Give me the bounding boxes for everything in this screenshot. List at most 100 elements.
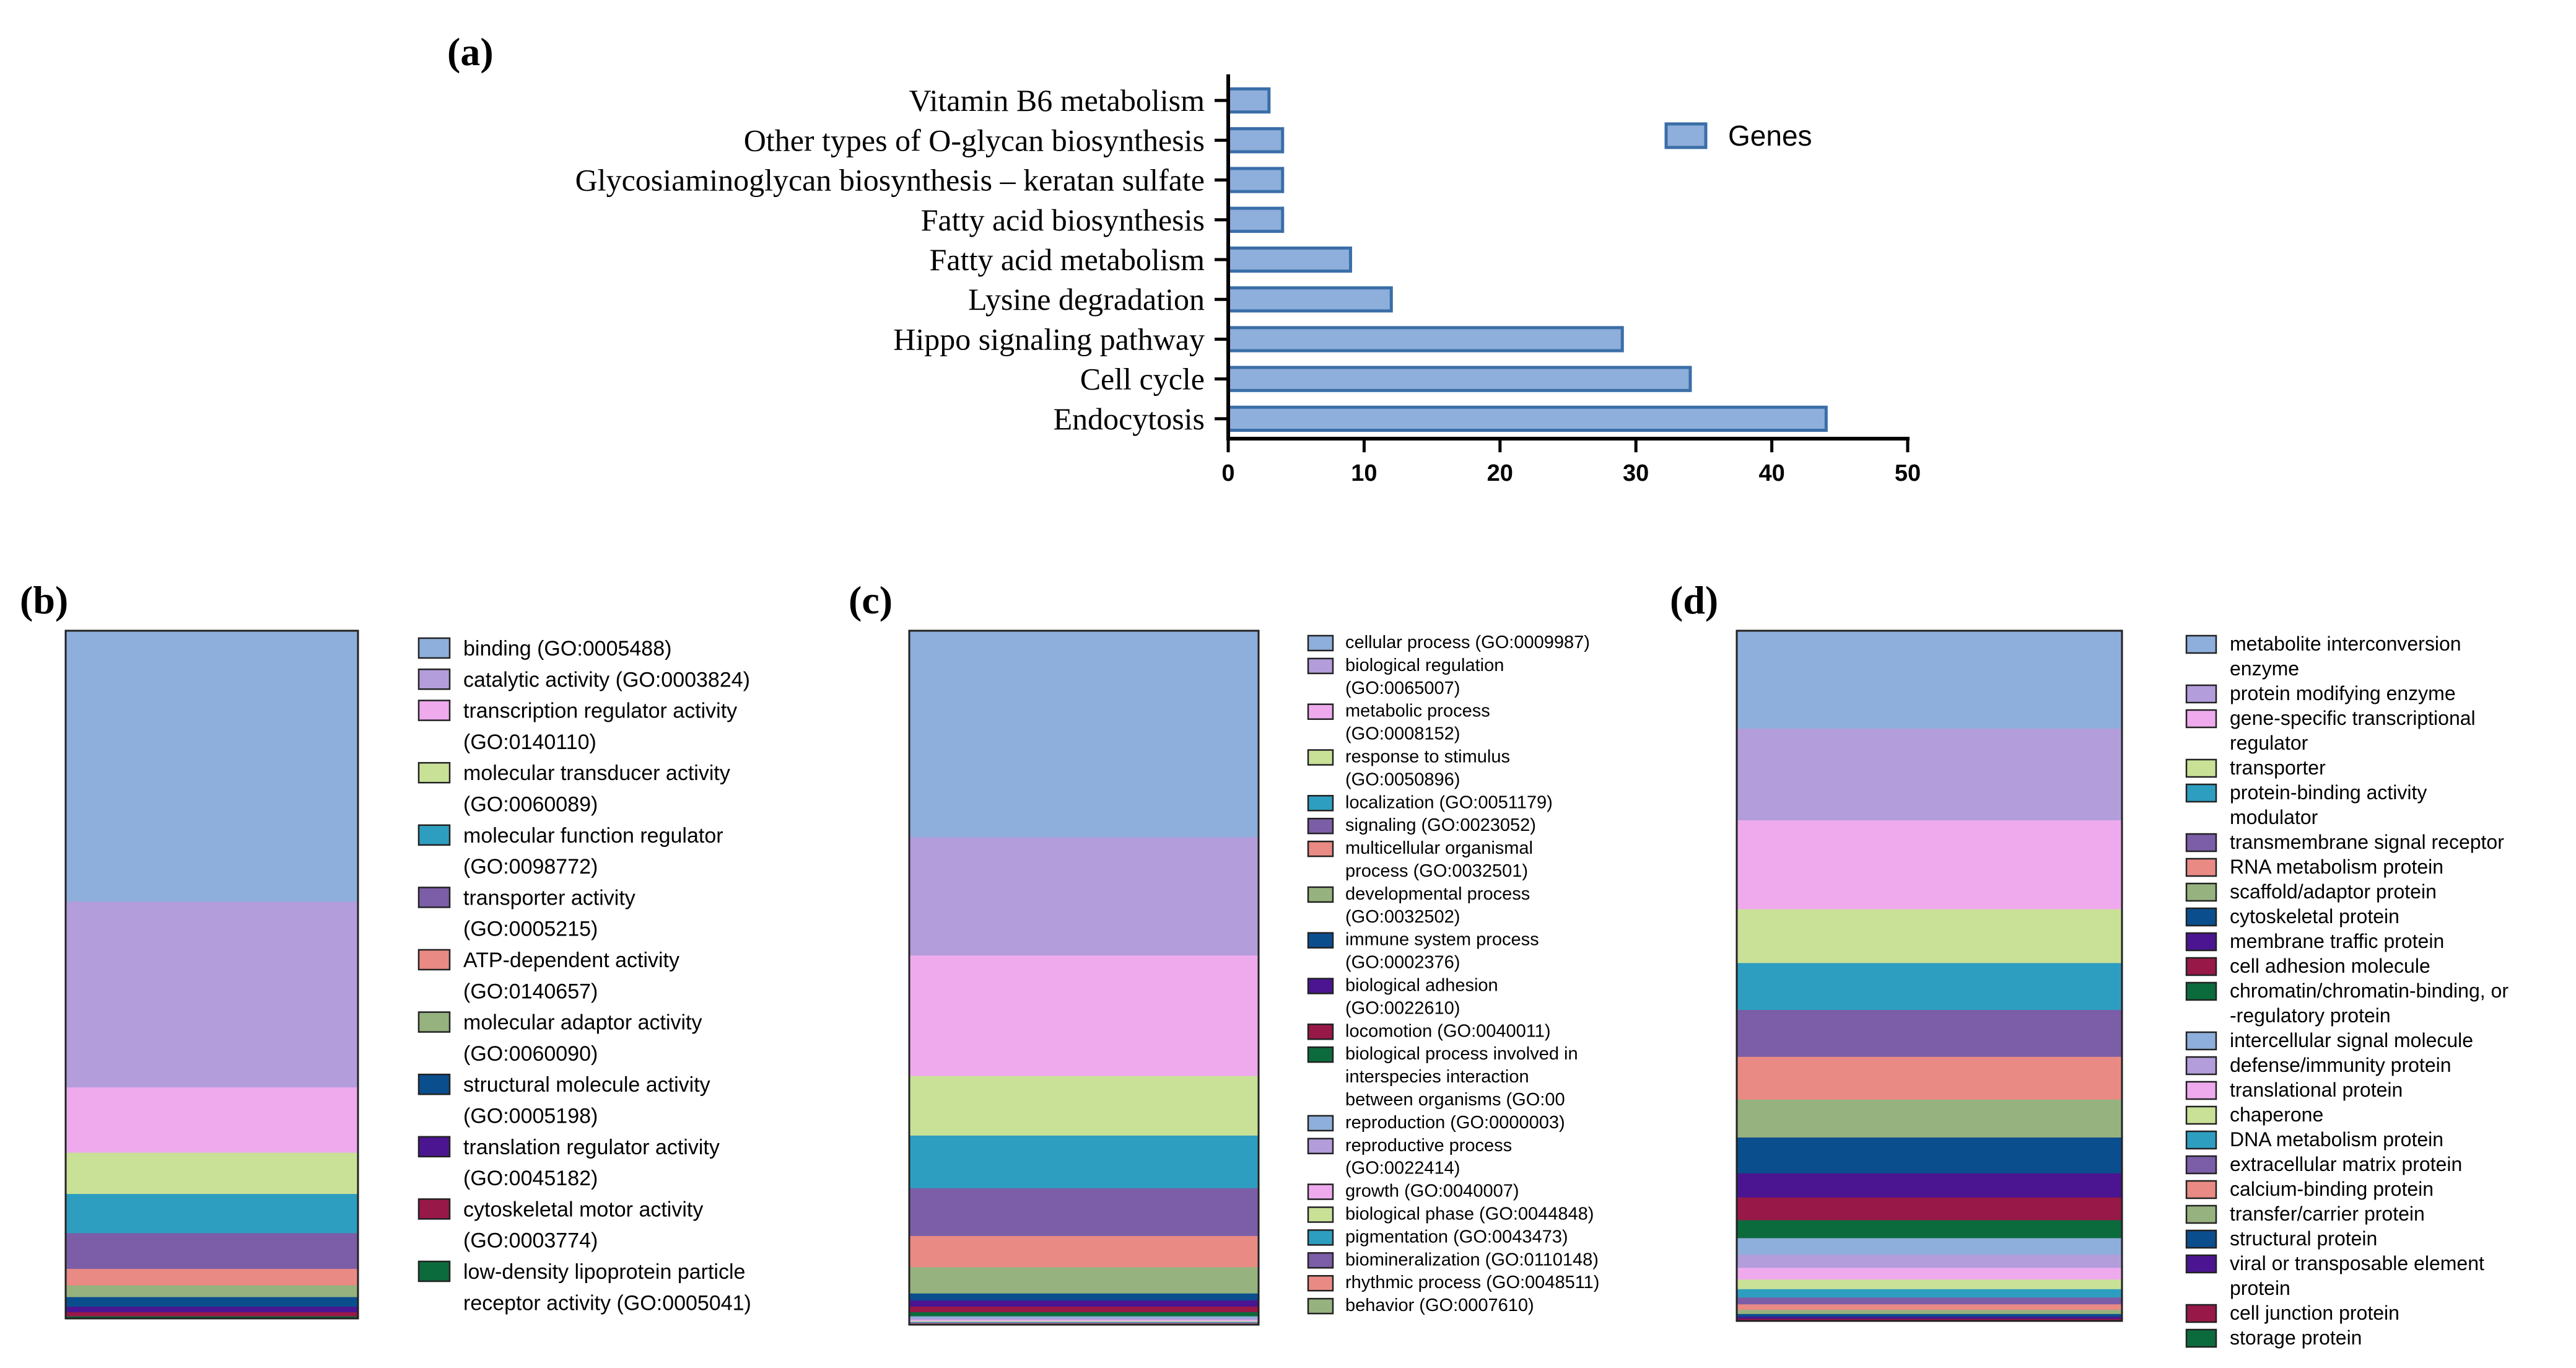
legend-label: (GO:0140110)	[463, 730, 596, 754]
legend-swatch	[2185, 857, 2217, 877]
panel-label-c: (c)	[849, 578, 893, 622]
x-tick-label: 30	[1623, 460, 1649, 486]
stack-segment	[66, 1194, 358, 1234]
legend-swatch	[2185, 907, 2217, 927]
stack-segment	[909, 1318, 1259, 1320]
legend-label: pigmentation (GO:0043473)	[1345, 1227, 1568, 1247]
stack-segment	[1737, 909, 2122, 964]
legend-label: transfer/carrier protein	[2230, 1203, 2425, 1225]
legend-swatch	[2185, 833, 2217, 853]
legend-label: metabolic process	[1345, 701, 1490, 721]
legend-label: catalytic activity (GO:0003824)	[463, 668, 750, 691]
stack-segment	[1737, 1297, 2122, 1305]
stack-segment	[909, 1293, 1259, 1301]
legend-label: chromatin/chromatin-binding, or	[2230, 980, 2508, 1002]
legend-label: (GO:0050896)	[1345, 770, 1460, 789]
legend-label: scaffold/adaptor protein	[2230, 880, 2437, 903]
x-tick-label: 50	[1895, 460, 1921, 486]
stacked-bar-protein-class: metabolite interconversionenzymeprotein …	[1736, 629, 2508, 1349]
legend-label: (GO:0005215)	[463, 918, 598, 941]
stack-segment	[1737, 1220, 2122, 1239]
legend-label: translational protein	[2230, 1079, 2403, 1101]
legend-label: storage protein	[2230, 1326, 2362, 1349]
legend-label: reproductive process	[1345, 1136, 1512, 1155]
legend-label: (GO:0005198)	[463, 1105, 598, 1128]
legend-swatch	[1307, 1252, 1334, 1269]
stack-segment	[1737, 1238, 2122, 1255]
stack-segment	[66, 1285, 358, 1298]
stack-segment	[66, 1307, 358, 1313]
legend-label: translation regulator activity	[463, 1136, 720, 1159]
legend-label: biological regulation	[1345, 656, 1504, 675]
legend-swatch	[2185, 1254, 2217, 1274]
legend-label: protein modifying enzyme	[2230, 682, 2456, 704]
legend-label: localization (GO:0051179)	[1345, 792, 1553, 812]
legend-label: protein-binding activity	[2230, 781, 2427, 804]
panel-label-d: (d)	[1670, 578, 1718, 622]
stack-segment	[1737, 729, 2122, 821]
stack-segment	[909, 837, 1259, 956]
legend-label: viral or transposable element	[2230, 1252, 2484, 1274]
legend-label: (GO:0060090)	[463, 1042, 598, 1066]
stack-segment	[1737, 1313, 2122, 1317]
legend-swatch	[2185, 634, 2217, 654]
stack-segment	[66, 631, 358, 902]
category-label: Cell cycle	[1080, 362, 1205, 397]
category-label: Endocytosis	[1054, 401, 1205, 436]
stack-segment	[909, 955, 1259, 1077]
legend-label: immune system process	[1345, 930, 1539, 950]
legend-swatch	[417, 824, 451, 846]
legend-label: reproduction (GO:0000003)	[1345, 1113, 1565, 1133]
legend-label: chaperone	[2230, 1103, 2323, 1126]
legend-label: (GO:0022414)	[1345, 1159, 1460, 1178]
stack-frame	[908, 629, 1260, 1326]
stack-segment	[1737, 1010, 2122, 1058]
legend-label: (GO:0065007)	[1345, 678, 1460, 698]
legend-swatch	[1307, 1138, 1334, 1155]
legend-label: (GO:0060089)	[463, 793, 598, 817]
bar	[1226, 286, 1393, 313]
legend-swatch	[417, 1073, 451, 1095]
legend-label: receptor activity (GO:0005041)	[463, 1291, 751, 1315]
legend-label: gene-specific transcriptional	[2230, 707, 2476, 729]
category-label: Glycosiaminoglycan biosynthesis – kerata…	[575, 163, 1205, 198]
legend-label: (GO:0008152)	[1345, 724, 1460, 744]
stack-segment	[1737, 1197, 2122, 1221]
stack-segment	[1737, 1255, 2122, 1268]
category-label: Fatty acid biosynthesis	[921, 203, 1205, 237]
stack-segment	[1737, 631, 2122, 729]
stack-segment	[1737, 1318, 2122, 1321]
stack-segment	[1737, 1310, 2122, 1315]
stack-segment	[909, 1188, 1259, 1237]
legend-swatch	[2185, 957, 2217, 976]
legend-label: multicellular organismal	[1345, 838, 1533, 858]
bar	[1226, 405, 1828, 432]
legend-label: enzyme	[2230, 657, 2299, 680]
legend-label: structural protein	[2230, 1227, 2377, 1250]
category-label: Hippo signaling pathway	[893, 322, 1205, 356]
stack-segment	[909, 1320, 1259, 1322]
legend-swatch	[1307, 1046, 1334, 1063]
legend-swatch	[2185, 882, 2217, 902]
stack-segment	[909, 1300, 1259, 1307]
legend-label: cell adhesion molecule	[2230, 955, 2430, 977]
legend-label: response to stimulus	[1345, 747, 1510, 767]
stack-segment	[1737, 1099, 2122, 1138]
legend-swatch	[2185, 981, 2217, 1001]
legend-swatch	[1307, 886, 1334, 903]
legend-swatch	[2185, 1328, 2217, 1348]
stack-segment	[66, 1233, 358, 1269]
stack-segment	[1737, 1289, 2122, 1298]
legend-swatch	[1307, 1274, 1334, 1292]
stack-segment	[66, 1297, 358, 1307]
legend-swatch	[1307, 795, 1334, 812]
stack-segment	[909, 1312, 1259, 1317]
legend-swatch	[1307, 978, 1334, 994]
legend-swatch	[1307, 657, 1334, 675]
legend-swatch	[2185, 1204, 2217, 1224]
stack-segment	[66, 1087, 358, 1154]
legend-swatch	[2185, 1056, 2217, 1076]
stack-segment	[1737, 820, 2122, 910]
legend-label: DNA metabolism protein	[2230, 1128, 2443, 1151]
legend-swatch	[1307, 634, 1334, 652]
